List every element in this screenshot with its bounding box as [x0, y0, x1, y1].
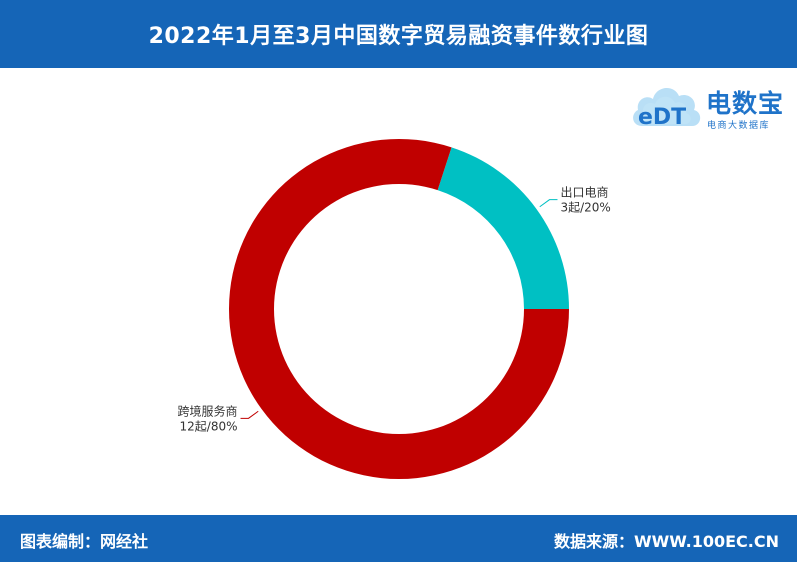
slice-value-label: 12起/80% — [180, 419, 238, 433]
slice-value-label: 3起/20% — [560, 201, 610, 215]
slice-name-label: 出口电商 — [560, 185, 608, 200]
logo-mark: eDT — [638, 105, 686, 130]
footer-source: 数据来源：WWW.100EC.CN — [554, 528, 779, 552]
footer-editor: 图表编制：网经社 — [20, 528, 148, 552]
editor-name: 网经社 — [100, 532, 149, 551]
header-bar: 2022年1月至3月中国数字贸易融资事件数行业图 — [0, 0, 797, 68]
chart-title: 2022年1月至3月中国数字贸易融资事件数行业图 — [148, 24, 649, 49]
leader-line — [539, 199, 558, 208]
footer-bar: 图表编制：网经社 数据来源：WWW.100EC.CN — [0, 515, 797, 562]
editor-label: 图表编制： — [20, 532, 101, 551]
leader-line — [240, 410, 259, 419]
logo-name: 电数宝 — [706, 89, 785, 118]
cloud-logo-icon: eDT — [633, 88, 701, 130]
source-label: 数据来源： — [553, 532, 634, 551]
slice-name-label: 跨境服务商 — [178, 403, 238, 418]
logo: eDT 电数宝 电商大数据库 — [628, 74, 793, 138]
logo-subtitle: 电商大数据库 — [707, 121, 771, 131]
source-url: WWW.100EC.CN — [634, 532, 779, 551]
donut-slice — [437, 147, 569, 309]
